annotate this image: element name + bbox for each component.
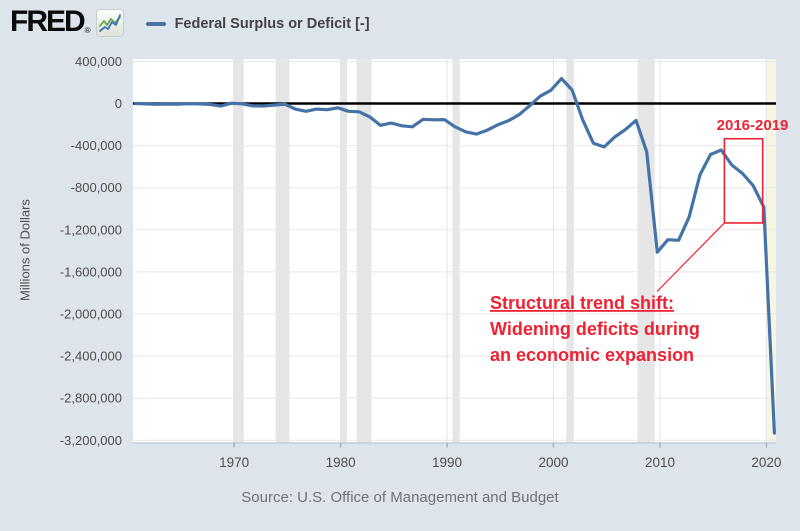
legend-line-swatch (145, 21, 166, 26)
fred-logo[interactable]: FRED ® (10, 5, 124, 38)
registered-trademark: ® (84, 26, 91, 35)
recession-bands (233, 59, 776, 443)
annotation-box-label: 2016-2019 (717, 117, 789, 134)
annotation-callout-line: Widening deficits during (490, 319, 700, 339)
x-tick-label: 1990 (432, 455, 462, 470)
recession-band (452, 59, 460, 443)
x-tick-label: 2010 (645, 455, 675, 470)
y-tick-label: 0 (115, 96, 122, 111)
recession-band (340, 59, 347, 443)
plot-area[interactable] (133, 59, 776, 443)
x-tick-label: 1970 (219, 455, 249, 470)
annotations: 2016-2019 Structural trend shift: Widening… (490, 117, 788, 365)
x-tick-label: 1980 (326, 455, 356, 470)
recession-band (275, 59, 290, 443)
annotation-box (723, 137, 764, 224)
y-tick-label: -2,400,000 (60, 349, 122, 364)
fred-logo-text: FRED (10, 5, 86, 38)
x-tick-label: 2020 (751, 455, 781, 470)
x-tick-label: 2000 (538, 455, 568, 470)
annotation-callout-line: an economic expansion (490, 345, 694, 365)
recession-band (566, 59, 574, 443)
recession-band (637, 59, 655, 443)
y-tick-label: -2,800,000 (60, 391, 122, 406)
data-line (134, 76, 776, 435)
legend: Federal Surplus or Deficit [-] (145, 15, 370, 32)
annotation-pointer-line (656, 222, 725, 292)
y-tick-label: -1,600,000 (60, 264, 122, 279)
fred-sparkline-icon (95, 9, 124, 37)
recession-band (233, 59, 244, 443)
gridlines (133, 59, 776, 443)
y-tick-label: 400,000 (75, 54, 122, 69)
chart-header: FRED ® Federal Surplus or Deficit [-] (10, 5, 370, 38)
y-tick-label: -3,200,000 (60, 433, 122, 448)
y-tick-label: -400,000 (71, 138, 122, 153)
y-tick-label: -2,000,000 (60, 307, 122, 322)
source-note: Source: U.S. Office of Management and Bu… (241, 489, 559, 506)
y-tick-label: -800,000 (71, 180, 122, 195)
y-tick-label: -1,200,000 (60, 222, 122, 237)
annotation-callout-line: Structural trend shift: (490, 293, 674, 313)
highlight-band (766, 59, 776, 443)
recession-band (356, 59, 372, 443)
legend-label: Federal Surplus or Deficit [-] (174, 15, 370, 32)
